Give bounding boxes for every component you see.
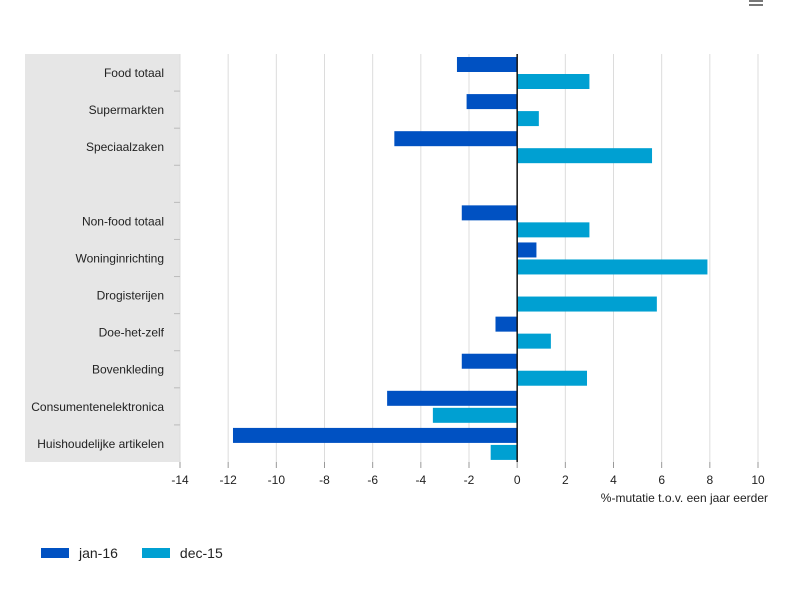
x-tick-label: -10 [268,473,286,487]
x-tick-label: 10 [751,473,765,487]
bar-dec-15 [490,444,518,460]
legend-swatch [41,548,69,558]
category-label: Speciaalzaken [86,140,164,154]
legend-item: jan-16 [41,545,118,561]
bar-jan-16 [466,94,518,110]
category-label: Bovenkleding [92,363,164,377]
x-tick-label: -2 [464,473,475,487]
category-label: Woninginrichting [76,251,165,265]
x-tick-label: 8 [706,473,713,487]
x-tick-label: -6 [367,473,378,487]
bar-dec-15 [517,222,590,238]
bar-jan-16 [461,205,518,221]
category-label: Supermarkten [89,103,164,117]
legend-swatch [141,548,170,558]
bar-jan-16 [394,131,518,147]
bar-dec-15 [517,296,657,312]
x-axis-title: %-mutatie t.o.v. een jaar eerder [601,491,768,505]
bar-jan-16 [232,427,518,443]
bar-dec-15 [517,74,590,89]
x-tick-label: -4 [415,473,426,487]
bar-dec-15 [517,370,588,386]
bar-jan-16 [495,316,518,332]
legend: jan-16 dec-15 [41,543,247,563]
x-tick-label: -14 [171,473,189,487]
x-tick-label: 4 [610,473,617,487]
bar-dec-15 [432,407,518,423]
bar-jan-16 [517,242,537,258]
x-tick-label: -8 [319,473,330,487]
bar-dec-15 [517,259,708,275]
legend-item: dec-15 [141,545,223,561]
bar-dec-15 [517,148,653,164]
bar-jan-16 [461,353,518,369]
bar-dec-15 [517,333,551,349]
category-label-background [25,54,180,462]
bar-jan-16 [456,57,518,72]
category-label: Non-food totaal [82,214,164,228]
x-tick-label: -12 [219,473,237,487]
legend-label: dec-15 [179,545,223,561]
x-tick-label: 0 [514,473,521,487]
category-label: Food totaal [104,66,164,80]
x-tick-label: 6 [658,473,665,487]
category-label: Doe-het-zelf [99,326,165,340]
bar-dec-15 [517,111,539,127]
category-label: Consumentenelektronica [31,400,164,414]
x-tick-label: 2 [562,473,569,487]
category-label: Huishoudelijke artikelen [37,437,164,451]
bar-jan-16 [387,390,518,406]
legend-label: jan-16 [79,545,118,561]
category-label: Drogisterijen [97,289,164,303]
menu-icon[interactable] [749,0,763,6]
